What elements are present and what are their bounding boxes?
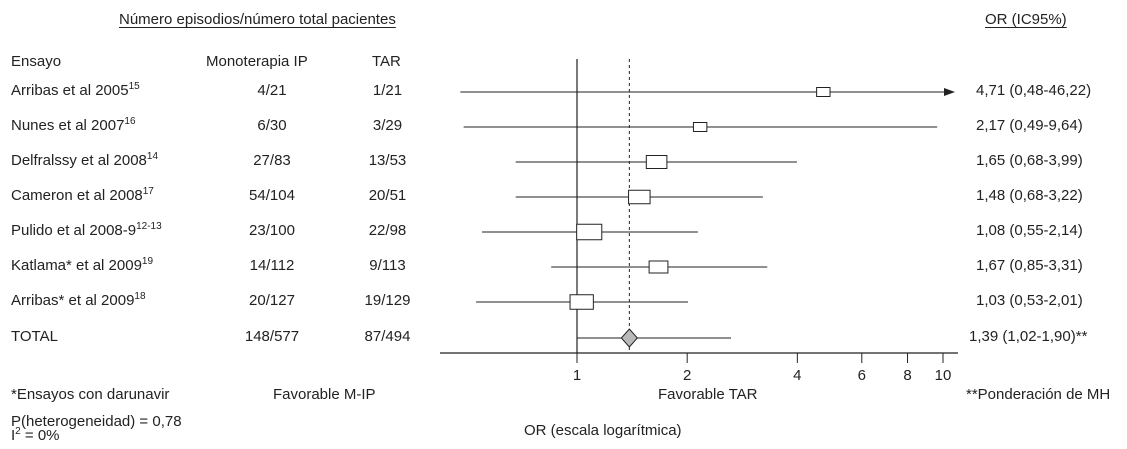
- group-header: Número episodios/número total pacientes: [119, 11, 396, 28]
- trial-name: Cameron et al 200817: [11, 187, 154, 205]
- x-tick-label: 8: [903, 367, 911, 384]
- x-tick-label: 10: [935, 367, 952, 384]
- trial-label: Arribas* et al 2009: [11, 292, 135, 309]
- trial-label: Pulido et al 2008-9: [11, 222, 137, 239]
- or-ci-value: 2,17 (0,49-9,64): [976, 117, 1083, 134]
- tar-count: 20/51: [368, 187, 407, 204]
- mono-count: 23/100: [249, 222, 295, 239]
- total-mono-count: 148/577: [244, 328, 300, 345]
- i2-value: = 0%: [20, 427, 60, 444]
- tar-count: 19/129: [364, 292, 411, 309]
- ci-arrow: [944, 88, 955, 96]
- trial-reference: 15: [128, 81, 140, 92]
- i2-superscript: 2: [15, 426, 21, 437]
- or-ci-value: 1,03 (0,53-2,01): [976, 292, 1083, 309]
- x-tick-label: 6: [858, 367, 866, 384]
- point-estimate-box: [569, 294, 594, 310]
- favorable-tar-label: Favorable TAR: [658, 386, 758, 403]
- point-estimate-box: [576, 223, 603, 241]
- tar-count: 13/53: [368, 152, 407, 169]
- trial-label: Delfralssy et al 2008: [11, 152, 147, 169]
- total-or-ci-value: 1,39 (1,02-1,90)**: [969, 328, 1088, 345]
- trial-name: Nunes et al 200716: [11, 117, 136, 135]
- footnote-i2: I2 = 0%: [11, 426, 60, 444]
- trial-label: Cameron et al 2008: [11, 187, 143, 204]
- tar-count: 22/98: [368, 222, 407, 239]
- tar-count: 1/21: [372, 82, 403, 99]
- total-tar-count: 87/494: [364, 328, 411, 345]
- x-tick-label: 1: [573, 367, 581, 384]
- mono-count: 14/112: [249, 257, 295, 274]
- favorable-mip-label: Favorable M-IP: [273, 386, 376, 403]
- footnote-mh: **Ponderación de MH: [966, 386, 1111, 403]
- footnote-heterogeneity: P(heterogeneidad) = 0,78: [11, 413, 182, 430]
- col-header-tar: TAR: [372, 53, 401, 70]
- mono-count: 4/21: [257, 82, 287, 99]
- point-estimate-box: [816, 87, 831, 97]
- trial-name: Arribas et al 200515: [11, 82, 140, 100]
- or-ci-value: 1,67 (0,85-3,31): [976, 257, 1083, 274]
- footnote-darunavir: *Ensayos con darunavir: [11, 386, 170, 403]
- x-tick-label: 4: [793, 367, 801, 384]
- trial-label: Katlama* et al 2009: [11, 257, 142, 274]
- or-ci-value: 1,48 (0,68-3,22): [976, 187, 1083, 204]
- trial-reference: 19: [141, 256, 154, 267]
- trial-label: Arribas et al 2005: [11, 82, 129, 99]
- trial-reference: 18: [134, 291, 146, 302]
- total-diamond: [620, 328, 639, 348]
- col-header-mono: Monoterapia IP: [206, 53, 308, 70]
- tar-count: 9/113: [369, 257, 406, 274]
- point-estimate-box: [692, 122, 708, 132]
- point-estimate-box: [648, 260, 669, 274]
- mono-count: 27/83: [253, 152, 291, 169]
- or-ci-value: 1,08 (0,55-2,14): [976, 222, 1083, 239]
- i2-letter: I: [11, 427, 16, 444]
- point-estimate-box: [628, 189, 651, 205]
- trial-reference: 14: [146, 151, 159, 162]
- trial-name: Delfralssy et al 200814: [11, 152, 158, 170]
- trial-name: Katlama* et al 200919: [11, 257, 153, 275]
- or-header: OR (IC95%): [985, 11, 1067, 28]
- trial-reference: 12-13: [136, 221, 162, 232]
- mono-count: 20/127: [249, 292, 295, 309]
- trial-label: Nunes et al 2007: [11, 117, 125, 134]
- mono-count: 54/104: [249, 187, 295, 204]
- trial-reference: 16: [124, 116, 136, 127]
- trial-name: Pulido et al 2008-912-13: [11, 222, 162, 240]
- x-axis-title: OR (escala logarítmica): [524, 422, 682, 439]
- tar-count: 3/29: [372, 117, 403, 134]
- point-estimate-box: [645, 155, 668, 169]
- or-ci-value: 1,65 (0,68-3,99): [976, 152, 1083, 169]
- total-label: TOTAL: [11, 328, 58, 345]
- mono-count: 6/30: [257, 117, 287, 134]
- col-header-trial: Ensayo: [11, 53, 62, 70]
- trial-name: Arribas* et al 200918: [11, 292, 146, 310]
- x-tick-label: 2: [683, 367, 691, 384]
- trial-reference: 17: [142, 186, 154, 197]
- or-ci-value: 4,71 (0,48-46,22): [976, 82, 1092, 99]
